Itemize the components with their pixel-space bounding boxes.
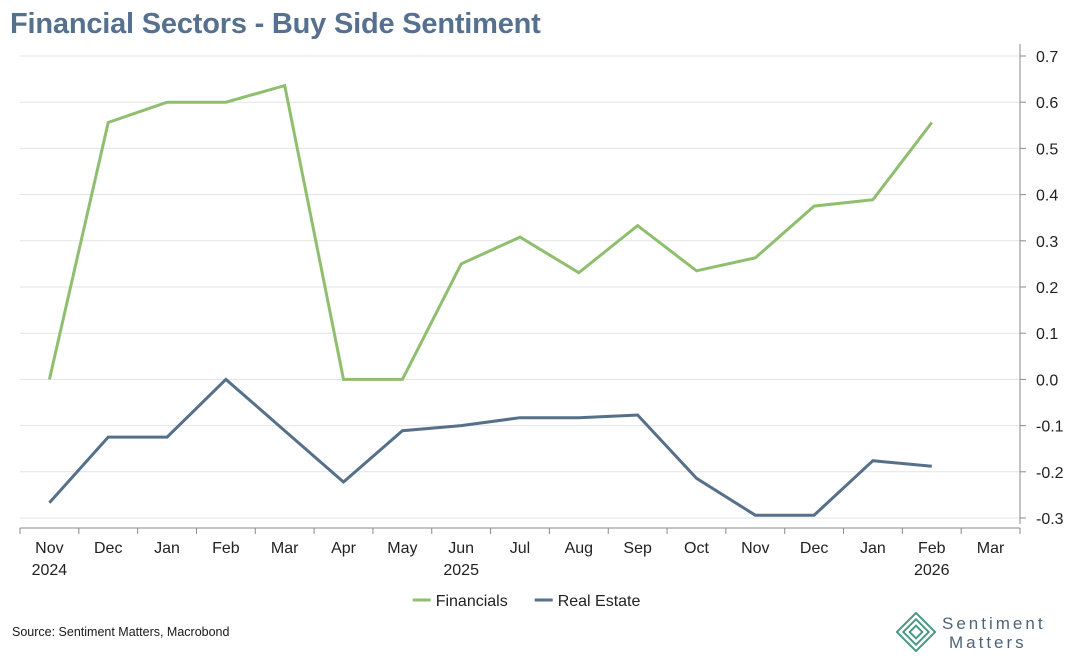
axes: 0.7 0.6 0.5 0.4 0.3 0.2 0.1 0.0 -0.1 -0.2 -0.3 Nov D… xyxy=(19,44,1064,579)
x-tick-label: Nov xyxy=(741,540,769,557)
y-tick-label: 0.3 xyxy=(1036,234,1058,251)
brand-line-1: Sentiment xyxy=(942,614,1046,633)
x-tick-label: Feb xyxy=(918,540,946,557)
y-tick-label: 0.1 xyxy=(1036,326,1058,343)
x-tick-label: Sep xyxy=(623,540,652,557)
x-tick-label: Mar xyxy=(271,540,299,557)
y-tick-label: -0.3 xyxy=(1036,511,1064,528)
y-tick-label: 0.2 xyxy=(1036,280,1058,297)
series-line-real-estate xyxy=(48,377,932,517)
sentiment-matters-logo-icon xyxy=(896,612,936,652)
source-note: Source: Sentiment Matters, Macrobond xyxy=(12,625,230,639)
x-year-label: 2024 xyxy=(32,562,68,579)
y-tick-label: 0.0 xyxy=(1036,372,1058,389)
series-line-financials xyxy=(47,83,933,381)
x-tick-label: Dec xyxy=(800,540,828,557)
x-tick-label: Nov xyxy=(35,540,63,557)
x-tick-label: Aug xyxy=(565,540,593,557)
x-tick-label: Jun xyxy=(448,540,474,557)
series-lines xyxy=(47,83,933,517)
x-tick-label: Jan xyxy=(154,540,180,557)
line-chart: 0.7 0.6 0.5 0.4 0.3 0.2 0.1 0.0 -0.1 -0.2 -0.3 Nov D… xyxy=(19,44,1064,610)
legend-label: Financials xyxy=(436,593,508,610)
chart-title: Financial Sectors - Buy Side Sentiment xyxy=(10,8,541,40)
legend: Financials Real Estate xyxy=(412,593,641,610)
y-tick-label: 0.7 xyxy=(1036,49,1058,66)
legend-label: Real Estate xyxy=(558,593,641,610)
x-tick-label: May xyxy=(387,540,417,557)
x-tick-label: Feb xyxy=(212,540,240,557)
brand-line-2: Matters xyxy=(949,633,1027,652)
x-tick-label: Dec xyxy=(94,540,122,557)
y-tick-label: 0.5 xyxy=(1036,141,1058,158)
gridlines xyxy=(20,55,1020,519)
x-tick-label: Jul xyxy=(510,540,530,557)
x-tick-label: Apr xyxy=(331,540,357,557)
y-tick-label: -0.2 xyxy=(1036,465,1064,482)
y-tick-label: 0.4 xyxy=(1036,188,1058,205)
y-tick-label: 0.6 xyxy=(1036,95,1058,112)
x-year-label: 2026 xyxy=(914,562,950,579)
brand-name: Sentiment Matters xyxy=(942,614,1046,652)
x-year-label: 2025 xyxy=(443,562,479,579)
y-tick-label: -0.1 xyxy=(1036,419,1064,436)
x-tick-label: Oct xyxy=(684,540,709,557)
x-tick-label: Jan xyxy=(860,540,886,557)
x-tick-label: Mar xyxy=(977,540,1005,557)
